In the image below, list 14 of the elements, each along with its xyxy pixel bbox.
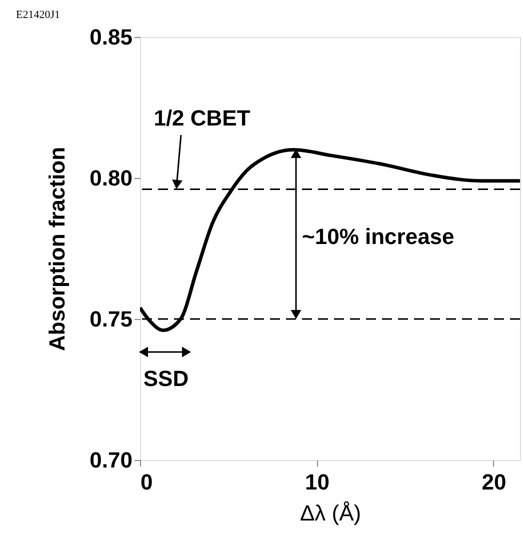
- y-tick-label: 0.80: [90, 166, 132, 190]
- x-tick-label: 0: [140, 470, 153, 494]
- annotation: SSD: [143, 366, 189, 391]
- x-tick-label: 10: [305, 470, 330, 494]
- y-axis-title: Absorption fraction: [44, 146, 70, 352]
- y-tick-label: 0.75: [90, 306, 132, 332]
- annotation: ~10% increase: [302, 224, 454, 249]
- text: E21420J1: [16, 9, 60, 21]
- y-tick-label: 0.85: [90, 24, 132, 50]
- x-axis-title: Δλ (Å): [300, 500, 362, 526]
- ref-line-label: 1/2 CBET: [154, 105, 251, 130]
- line-series: [140, 148, 520, 332]
- y-tick-label: 0.70: [90, 448, 132, 472]
- x-tick-label: 20: [482, 470, 506, 494]
